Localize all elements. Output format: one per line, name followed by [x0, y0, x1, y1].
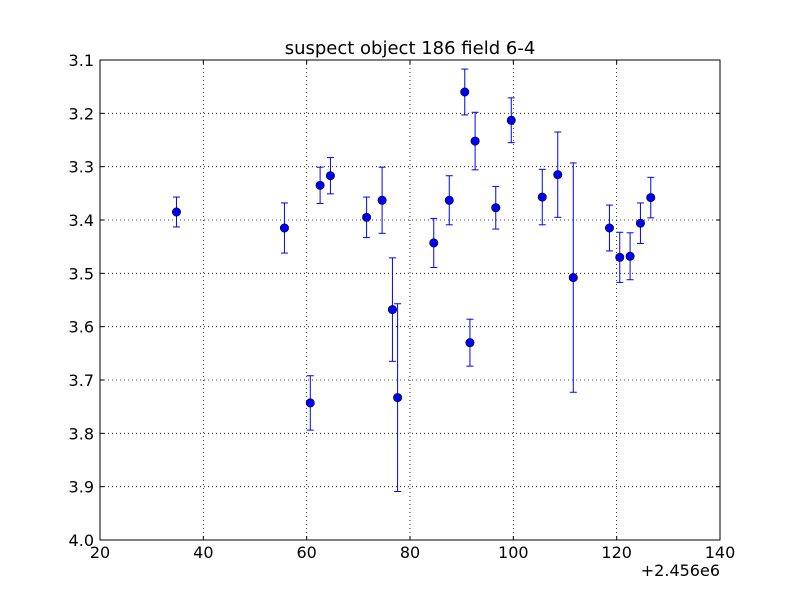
- data-point: [465, 338, 475, 348]
- data-series: [171, 68, 656, 492]
- data-point: [537, 192, 547, 202]
- data-point-group: [429, 217, 439, 268]
- data-point: [470, 136, 480, 146]
- data-point-group: [377, 166, 387, 234]
- x-tick-label: 80: [400, 543, 420, 562]
- x-tick-label: 60: [296, 543, 316, 562]
- data-point-group: [315, 166, 325, 204]
- x-tick-label: 140: [705, 543, 736, 562]
- data-point-group: [444, 175, 454, 226]
- data-point: [568, 273, 578, 283]
- y-tick-label: 3.9: [69, 478, 94, 497]
- y-tick-label: 3.3: [69, 158, 94, 177]
- data-point: [387, 305, 397, 315]
- data-point: [315, 180, 325, 190]
- data-point-group: [506, 97, 516, 144]
- y-tick-label: 3.6: [69, 318, 94, 337]
- grid-lines: [100, 60, 720, 540]
- chart-title: suspect object 186 field 6-4: [285, 38, 536, 59]
- data-point: [460, 87, 470, 97]
- data-point: [305, 398, 315, 408]
- data-point: [279, 223, 289, 233]
- data-point-group: [305, 375, 315, 431]
- data-point-group: [465, 318, 475, 367]
- data-point: [604, 223, 614, 233]
- data-point: [362, 212, 372, 222]
- data-point: [635, 218, 645, 228]
- data-point-group: [615, 231, 625, 283]
- data-point-group: [625, 232, 635, 281]
- y-tick-label: 4.0: [69, 531, 94, 550]
- data-point-group: [387, 257, 397, 362]
- y-tick-label: 3.2: [69, 104, 94, 123]
- y-tick-label: 3.7: [69, 371, 94, 390]
- data-point: [171, 207, 181, 217]
- data-point: [615, 252, 625, 262]
- data-point-group: [537, 168, 547, 226]
- data-point-group: [279, 202, 289, 254]
- data-point-group: [470, 111, 480, 171]
- data-point-group: [491, 185, 501, 230]
- data-point: [393, 393, 403, 403]
- axis-ticks: 20 40 60 80 100 120 140 3.1 3.2 3.3 3.4 3.5 3.6 3.7 3.…: [69, 51, 736, 562]
- data-point: [646, 193, 656, 203]
- data-point: [625, 251, 635, 261]
- data-point: [444, 195, 454, 205]
- data-point: [377, 195, 387, 205]
- y-tick-label: 3.4: [69, 211, 94, 230]
- data-point: [429, 238, 439, 248]
- data-point-group: [325, 157, 335, 195]
- x-tick-label: 40: [193, 543, 213, 562]
- data-point-group: [171, 196, 181, 228]
- data-point-group: [553, 131, 563, 218]
- data-point-group: [393, 303, 403, 492]
- x-axis-offset-label: +2.456e6: [641, 561, 720, 580]
- data-point: [506, 115, 516, 125]
- x-tick-label: 100: [498, 543, 529, 562]
- data-point-group: [646, 176, 656, 219]
- data-point-group: [635, 202, 645, 244]
- data-point-group: [460, 68, 470, 116]
- data-point-group: [362, 196, 372, 239]
- x-tick-label: 20: [90, 543, 110, 562]
- y-tick-label: 3.5: [69, 264, 94, 283]
- data-point-group: [568, 162, 578, 393]
- data-point: [491, 203, 501, 213]
- y-tick-label: 3.1: [69, 51, 94, 70]
- data-point: [325, 171, 335, 181]
- data-point: [553, 170, 563, 180]
- data-point-group: [604, 204, 614, 252]
- x-tick-label: 120: [601, 543, 632, 562]
- y-tick-label: 3.8: [69, 424, 94, 443]
